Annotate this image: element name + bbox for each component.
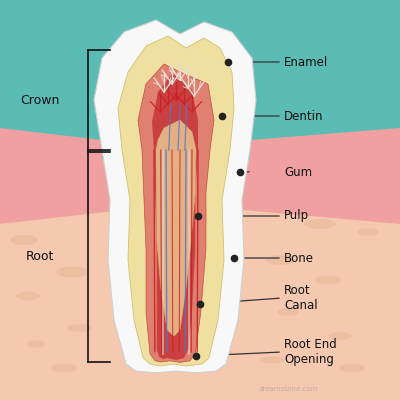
Ellipse shape: [10, 235, 38, 245]
Text: Enamel: Enamel: [284, 56, 328, 68]
Ellipse shape: [16, 292, 40, 300]
Ellipse shape: [260, 356, 284, 364]
Ellipse shape: [26, 204, 54, 212]
Ellipse shape: [68, 324, 92, 332]
Polygon shape: [94, 20, 256, 373]
Text: Root End
Opening: Root End Opening: [284, 338, 337, 366]
Polygon shape: [152, 74, 198, 360]
Bar: [0, 168, 400, 400]
Polygon shape: [0, 128, 176, 224]
Text: dreamstime.com: dreamstime.com: [258, 386, 318, 392]
Text: Root: Root: [26, 250, 54, 264]
Text: Crown: Crown: [20, 94, 60, 106]
Ellipse shape: [50, 364, 78, 372]
Ellipse shape: [357, 228, 379, 236]
Ellipse shape: [314, 276, 342, 284]
Polygon shape: [176, 128, 400, 224]
Ellipse shape: [339, 364, 365, 372]
Text: Root
Canal: Root Canal: [284, 284, 318, 312]
Ellipse shape: [328, 332, 352, 340]
Text: Pulp: Pulp: [284, 210, 309, 222]
Text: Dentin: Dentin: [284, 110, 324, 122]
Text: Gum: Gum: [284, 166, 312, 178]
Ellipse shape: [127, 356, 153, 364]
Polygon shape: [138, 64, 214, 362]
Text: Bone: Bone: [284, 252, 314, 264]
Ellipse shape: [314, 196, 342, 204]
Ellipse shape: [277, 308, 299, 316]
Polygon shape: [118, 36, 234, 366]
Ellipse shape: [304, 219, 336, 229]
Ellipse shape: [208, 348, 232, 356]
Ellipse shape: [266, 255, 294, 265]
Ellipse shape: [26, 340, 46, 348]
Ellipse shape: [56, 266, 88, 278]
Polygon shape: [156, 120, 196, 336]
Polygon shape: [0, 140, 400, 204]
